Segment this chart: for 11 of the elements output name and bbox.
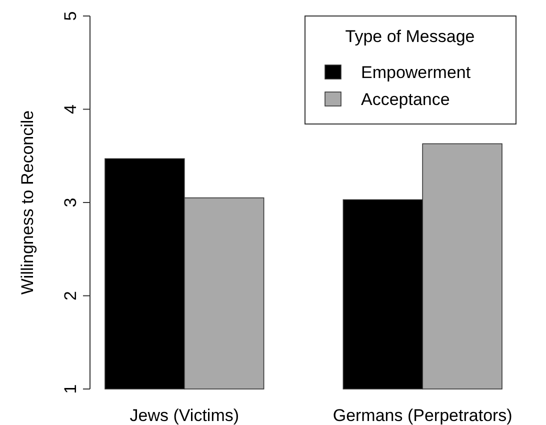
y-tick-label: 5 xyxy=(61,11,80,21)
y-tick-label: 1 xyxy=(61,384,80,394)
legend-title: Type of Message xyxy=(345,27,475,46)
y-tick-label: 2 xyxy=(61,291,80,300)
legend-label: Empowerment xyxy=(361,63,471,82)
y-tick-label: 3 xyxy=(61,198,80,208)
y-axis-title: Willingness to Reconcile xyxy=(18,110,37,295)
x-tick-label: Jews (Victims) xyxy=(130,406,240,425)
x-tick-label: Germans (Perpetrators) xyxy=(332,406,512,425)
y-tick-label: 4 xyxy=(61,104,80,114)
legend-label: Acceptance xyxy=(361,90,450,109)
